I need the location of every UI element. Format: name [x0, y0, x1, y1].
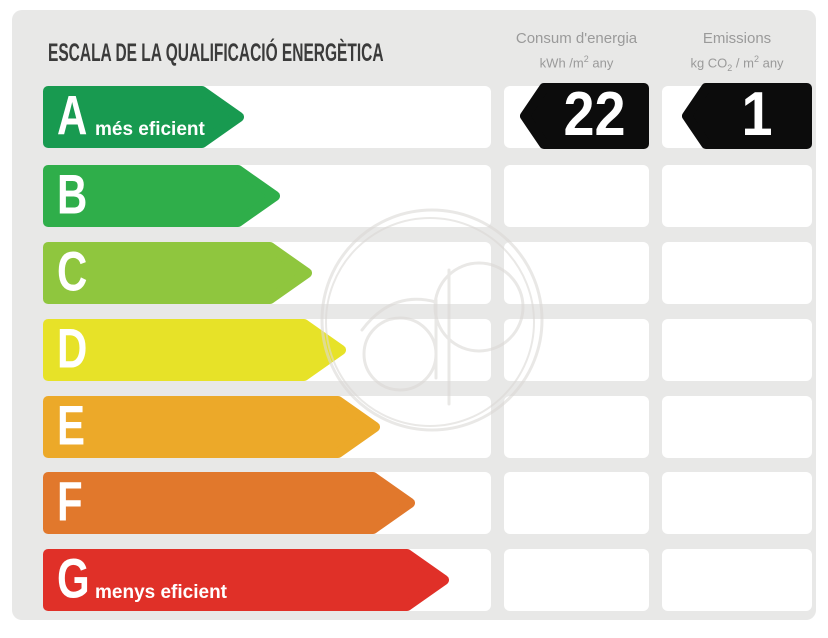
- energy-cell-d: [504, 319, 649, 381]
- rating-letter-f: F: [57, 469, 83, 533]
- column-header-emissions: Emissions kg CO2 / m2 any: [662, 30, 812, 76]
- emissions-value: 1: [741, 80, 773, 149]
- emissions-cell-d: [662, 319, 812, 381]
- rating-bar-g: G menys eficient: [43, 549, 449, 611]
- rating-bar-label-a: més eficient: [95, 119, 205, 140]
- rating-bar-d: D: [43, 319, 346, 381]
- rating-bar-label-g: menys eficient: [95, 582, 227, 603]
- value-badge-shape: [520, 83, 649, 149]
- energy-cell-g: [504, 549, 649, 611]
- rating-bar-f: F: [43, 472, 415, 534]
- rating-letter-d: D: [57, 316, 88, 380]
- page-title: ESCALA DE LA QUALIFICACIÓ ENERGÈTICA: [48, 39, 384, 67]
- value-badge-shape: [682, 83, 812, 149]
- energy-value: 22: [563, 80, 626, 149]
- energy-cell-f: [504, 472, 649, 534]
- emissions-cell-b: [662, 165, 812, 227]
- rating-letter-g: G: [57, 546, 90, 610]
- emissions-cell-f: [662, 472, 812, 534]
- rating-letter-b: B: [57, 162, 88, 226]
- energy-cell-e: [504, 396, 649, 458]
- emissions-cell-e: [662, 396, 812, 458]
- energy-value-badge: 22: [520, 83, 649, 149]
- energy-header-title: Consum d'energia: [515, 30, 638, 47]
- rating-bar-e: E: [43, 396, 380, 458]
- rating-bar-b: B: [43, 165, 280, 227]
- emissions-header-title: Emissions: [702, 30, 772, 47]
- rating-arrow-shape: [43, 472, 415, 534]
- rating-arrow-shape: [43, 86, 244, 148]
- column-header-energy: Consum d'energia kWh /m2 any: [504, 30, 649, 71]
- rating-letter-c: C: [57, 239, 88, 303]
- rating-letter-e: E: [57, 393, 86, 457]
- emissions-cell-g: [662, 549, 812, 611]
- rating-arrow-shape: [43, 549, 449, 611]
- emissions-header-unit: kg CO2 / m2 any: [690, 54, 784, 73]
- rating-arrow-shape: [43, 165, 280, 227]
- energy-cell-c: [504, 242, 649, 304]
- rating-letter-a: A: [57, 83, 88, 147]
- rating-bar-a: A més eficient: [43, 86, 244, 148]
- rating-bar-c: C: [43, 242, 312, 304]
- emissions-value-badge: 1: [682, 83, 812, 149]
- energy-header-unit: kWh /m2 any: [539, 54, 614, 71]
- rating-arrow-shape: [43, 396, 380, 458]
- rating-arrow-shape: [43, 242, 312, 304]
- emissions-cell-c: [662, 242, 812, 304]
- rating-arrow-shape: [43, 319, 346, 381]
- energy-cell-b: [504, 165, 649, 227]
- energy-rating-panel: ESCALA DE LA QUALIFICACIÓ ENERGÈTICA Con…: [12, 10, 816, 620]
